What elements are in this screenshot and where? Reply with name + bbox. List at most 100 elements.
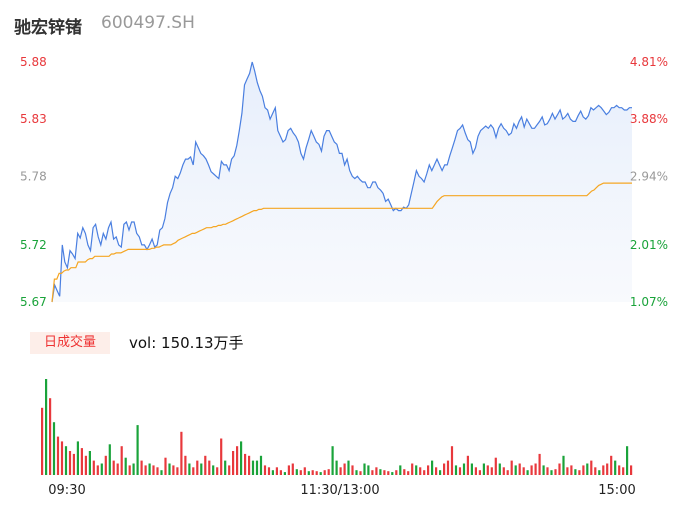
volume-bar	[208, 460, 211, 475]
volume-bar	[387, 471, 390, 475]
volume-bar	[327, 469, 330, 475]
y-tick-right: 4.81%	[630, 55, 668, 69]
volume-bar	[582, 465, 585, 475]
volume-bar	[554, 469, 557, 475]
volume-bar	[574, 469, 577, 475]
volume-bar	[598, 470, 601, 475]
volume-bar	[427, 465, 430, 475]
volume-bar	[446, 460, 450, 475]
volume-bar	[454, 465, 458, 475]
volume-bar	[570, 465, 573, 475]
volume-bar	[502, 467, 505, 475]
volume-bar	[490, 467, 493, 475]
volume-bar	[542, 465, 545, 475]
volume-bar	[236, 446, 239, 475]
volume-bar	[562, 455, 565, 475]
volume-bar	[291, 463, 294, 475]
volume-bar	[470, 463, 473, 475]
volume-bar	[255, 460, 259, 475]
volume-bar	[196, 460, 199, 475]
volume-bar	[399, 465, 402, 475]
volume-bar	[92, 460, 95, 475]
volume-bar	[279, 470, 282, 475]
volume-bar	[343, 463, 346, 475]
volume-bar	[423, 470, 426, 475]
volume-bar	[184, 455, 187, 475]
volume-bar	[148, 463, 151, 475]
volume-bar	[80, 448, 83, 475]
y-tick-right: 1.07%	[630, 295, 668, 309]
x-labels: 09:30 11:30/13:00 15:00	[48, 483, 635, 498]
x-tick-label: 09:30	[48, 483, 85, 498]
volume-bar	[514, 465, 517, 475]
volume-bar	[486, 465, 489, 475]
volume-bar	[88, 451, 91, 475]
volume-bar	[375, 467, 378, 475]
volume-bar	[450, 446, 454, 475]
volume-bar	[128, 465, 131, 475]
volume-bar	[578, 470, 581, 475]
volume-bar	[618, 465, 621, 475]
volume-bar	[307, 471, 310, 475]
volume-tab[interactable]: 日成交量	[30, 332, 110, 354]
volume-bar	[228, 465, 231, 475]
volume-bar	[351, 465, 354, 475]
volume-bar	[156, 467, 159, 475]
volume-bar	[546, 467, 549, 475]
y-right-labels: 4.81% 3.88% 2.94% 2.01% 1.07%	[630, 55, 668, 309]
volume-bar	[200, 463, 203, 475]
volume-bar	[482, 463, 485, 475]
volume-bar	[610, 455, 613, 475]
volume-bar	[232, 451, 235, 475]
volume-bar	[506, 470, 509, 475]
volume-bar	[176, 467, 179, 475]
volume-bar	[180, 431, 183, 475]
volume-bar	[76, 441, 79, 475]
volume-bar	[72, 453, 75, 475]
volume-bar	[271, 470, 274, 475]
volume-bar	[466, 455, 469, 475]
volume-bar	[474, 467, 477, 475]
volume-bar	[339, 467, 342, 475]
volume-bar	[622, 467, 625, 475]
volume-bar	[192, 467, 195, 475]
y-tick-left: 5.72	[20, 238, 47, 252]
y-tick-left: 5.78	[20, 169, 47, 183]
y-tick-right: 2.94%	[630, 169, 668, 183]
volume-bar	[367, 465, 370, 475]
volume-bar	[606, 463, 609, 475]
volume-bar	[538, 453, 541, 475]
volume-bar	[204, 455, 207, 475]
volume-bar	[335, 460, 338, 475]
volume-bar	[287, 465, 290, 475]
volume-bar	[160, 470, 163, 475]
volume-bar	[168, 463, 171, 475]
volume-bar	[355, 470, 358, 475]
volume-bar	[49, 398, 52, 475]
volume-bar	[224, 460, 227, 475]
volume-bar	[164, 457, 167, 475]
volume-bar	[120, 446, 123, 475]
price-area	[52, 62, 632, 302]
y-tick-left: 5.83	[20, 112, 47, 126]
volume-bar	[45, 379, 48, 475]
stock-code: 600497.SH	[101, 13, 195, 33]
volume-bar	[439, 470, 442, 475]
volume-bar	[462, 463, 466, 475]
volume-bar	[518, 463, 521, 475]
x-tick-label: 11:30/13:00	[300, 483, 379, 498]
volume-bar	[216, 467, 219, 475]
volume-bar	[220, 438, 223, 475]
volume-bar	[359, 471, 362, 475]
volume-bar	[590, 460, 593, 475]
volume-summary: vol: 150.13万手	[129, 334, 244, 352]
y-left-labels: 5.88 5.83 5.78 5.72 5.67	[20, 55, 47, 309]
volume-bar	[52, 422, 56, 475]
volume-bar	[240, 441, 243, 475]
volume-bar	[311, 470, 314, 475]
volume-bar	[550, 470, 553, 475]
volume-bar	[419, 467, 422, 475]
volume-bar	[112, 460, 115, 475]
volume-bar	[458, 467, 462, 475]
